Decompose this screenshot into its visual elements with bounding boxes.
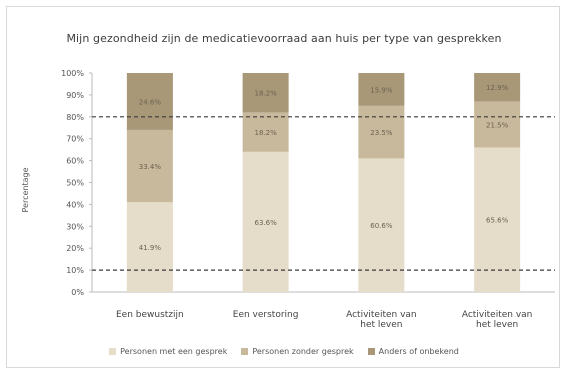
bar-segment [474,101,521,148]
bar-data-label: 60.6% [370,222,393,230]
legend-swatch [367,348,375,355]
bar-segment [474,147,521,292]
legend-item: Personen zonder gesprek [241,347,354,356]
bar-segment [242,73,289,113]
legend-item: Personen met een gesprek [109,347,227,356]
bar-data-label: 41.9% [139,244,162,252]
legend-item: Anders of onbekend [367,347,459,356]
bar-data-label: 33.4% [139,163,162,171]
bar-data-label: 23.5% [370,129,393,137]
bar-data-label: 65.6% [486,217,509,225]
x-tick-label: Een bewustzijn [116,310,184,320]
legend-label: Personen zonder gesprek [252,347,354,356]
chart-title: Mijn gezondheid zijn de medicatievoorraa… [66,32,502,45]
legend-label: Personen met een gesprek [120,347,228,356]
bar-segment [242,112,289,152]
bar-data-label: 21.5% [486,121,509,129]
bar-data-label: 18.2% [255,90,278,98]
bar-data-label: 18.2% [255,129,278,137]
y-axis-label: Percentage [21,167,30,212]
bar-segment [474,73,521,102]
bar-segment [126,202,173,292]
y-tick-label: 20% [66,244,84,253]
x-tick-label: het leven [360,320,402,330]
legend-swatch [241,348,249,355]
y-tick-label: 30% [66,222,84,231]
legend-swatch [109,348,117,355]
bar-data-label: 24.6% [139,98,162,106]
bar-data-label: 63.6% [255,219,278,227]
y-tick-label: 50% [66,179,84,188]
x-tick-label: Activiteiten van [462,310,533,320]
y-tick-label: 90% [66,91,84,100]
y-tick-label: 60% [66,157,84,166]
legend-label: Anders of onbekend [378,347,459,356]
y-tick-label: 80% [66,113,84,122]
bar-segment [358,105,405,159]
bar-segment [358,73,405,106]
y-tick-label: 0% [71,288,84,297]
bar-segment [126,73,173,130]
bar-data-label: 12.9% [486,84,509,92]
x-tick-label: Activiteiten van [346,310,417,320]
bar-segment [242,151,289,292]
x-tick-label: het leven [476,320,518,330]
bar-data-label: 15.9% [370,86,393,94]
legend: Personen met een gesprek Personen zonder … [0,347,568,356]
y-tick-label: 10% [66,266,84,275]
bar-segment [126,129,173,203]
x-tick-label: Een verstoring [233,310,299,320]
y-tick-label: 100% [61,69,84,78]
y-tick-label: 70% [66,135,84,144]
y-tick-label: 40% [66,200,84,209]
